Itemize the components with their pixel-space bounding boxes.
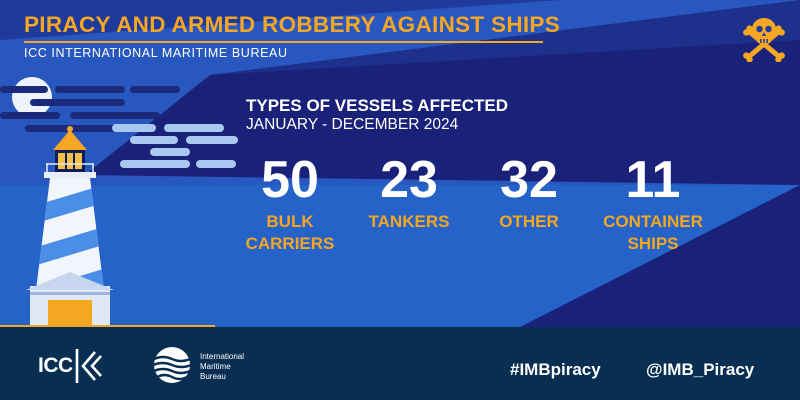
- imb-globe-logo-icon: [152, 347, 192, 383]
- skull-crossbones-icon: [743, 18, 785, 62]
- stat-label: SHIPS: [627, 234, 679, 253]
- stat-tankers: 23 TANKERS: [344, 150, 474, 232]
- hashtag: #IMBpiracy: [510, 360, 601, 379]
- stat-label: OTHER: [499, 212, 559, 231]
- stat-value: 50: [261, 151, 319, 209]
- stat-label: CARRIERS: [245, 234, 335, 253]
- section-heading: TYPES OF VESSELS AFFECTED: [246, 96, 508, 115]
- page-subtitle: ICC INTERNATIONAL MARITIME BUREAU: [24, 46, 288, 60]
- date-range: JANUARY - DECEMBER 2024: [246, 116, 459, 133]
- social-handle: @IMB_Piracy: [646, 360, 755, 379]
- stat-value: 11: [625, 151, 681, 209]
- stat-container-ships: 11 CONTAINER SHIPS: [588, 150, 718, 254]
- clouds-dark: [0, 86, 180, 132]
- title-underline: [24, 41, 543, 43]
- icc-logo-text: ICC: [38, 354, 73, 377]
- stat-bulk-carriers: 50 BULK CARRIERS: [225, 150, 355, 254]
- imb-logo-text: International Maritime Bureau: [200, 352, 244, 382]
- stat-value: 32: [500, 151, 558, 209]
- stat-label: TANKERS: [368, 212, 450, 231]
- moon: [12, 77, 52, 117]
- stat-label: CONTAINER: [603, 212, 703, 231]
- dark-wedge-edge: [210, 0, 800, 75]
- stat-label: BULK: [266, 212, 314, 231]
- page-title: PIRACY AND ARMED ROBBERY AGAINST SHIPS: [24, 12, 561, 37]
- imb-name-line: Bureau: [200, 372, 226, 381]
- stat-other: 32 OTHER: [464, 150, 594, 232]
- imb-name-line: Maritime: [200, 362, 231, 371]
- light-beam-lower: [0, 185, 800, 327]
- clouds-light: [112, 124, 238, 168]
- icc-logo: ICC: [38, 346, 103, 386]
- imb-name-line: International: [200, 352, 245, 361]
- stat-value: 23: [380, 151, 438, 209]
- icc-logo-mark-icon: [75, 349, 102, 383]
- footer-bar: [0, 327, 800, 400]
